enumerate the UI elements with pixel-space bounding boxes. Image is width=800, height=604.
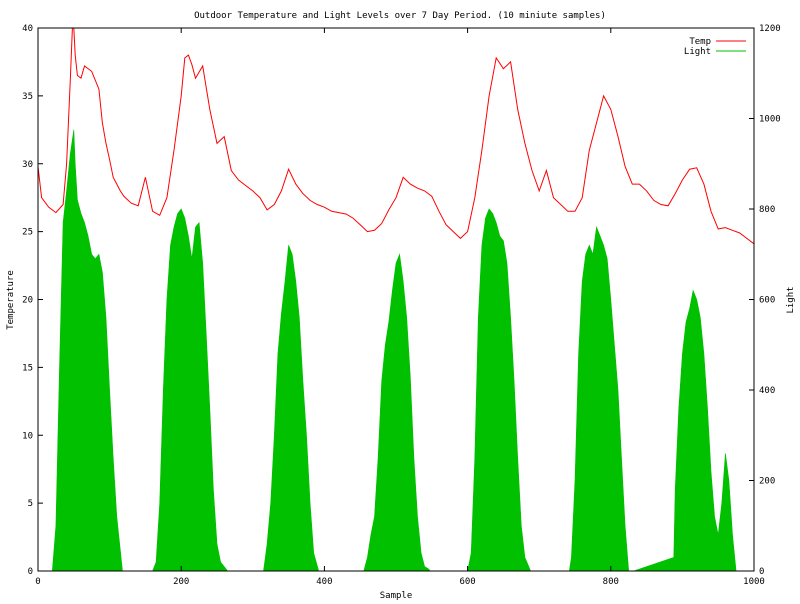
x-tick-label: 400 — [316, 577, 332, 587]
legend-label-temp: Temp — [689, 37, 711, 47]
y2-tick-label: 1200 — [759, 24, 781, 34]
chart-title: Outdoor Temperature and Light Levels ove… — [194, 11, 606, 21]
series-temp-line — [37, 27, 755, 245]
y-tick-label: 30 — [22, 160, 33, 170]
y-tick-label: 40 — [22, 24, 33, 34]
plot-area — [37, 27, 755, 572]
x-tick-label: 200 — [173, 577, 189, 587]
x-tick-label: 800 — [603, 577, 619, 587]
y2-tick-label: 1000 — [759, 115, 781, 125]
y2-tick-label: 200 — [759, 477, 775, 487]
x-tick-label: 600 — [459, 577, 475, 587]
y-axis-label: Temperature — [6, 270, 16, 330]
series-light-area — [38, 129, 754, 572]
y-tick-label: 25 — [22, 228, 33, 238]
y-tick-label: 5 — [28, 499, 33, 509]
y2-tick-label: 400 — [759, 386, 775, 396]
y2-tick-label: 600 — [759, 296, 775, 306]
y-tick-label: 20 — [22, 296, 33, 306]
y2-tick-label: 0 — [759, 567, 764, 577]
axes: 0 200 400 600 800 100005101520253035400200400… — [22, 24, 781, 587]
legend-label-light: Light — [684, 47, 711, 57]
y2-axis-label: Light — [786, 286, 796, 313]
y2-tick-label: 800 — [759, 205, 775, 215]
y-tick-label: 10 — [22, 431, 33, 441]
x-axis-label: Sample — [380, 591, 413, 600]
y-tick-label: 15 — [22, 363, 33, 373]
x-tick-label: 0 — [35, 577, 40, 587]
y-tick-label: 35 — [22, 92, 33, 102]
x-tick-label: 1000 — [743, 577, 765, 587]
y-tick-label: 0 — [28, 567, 33, 577]
